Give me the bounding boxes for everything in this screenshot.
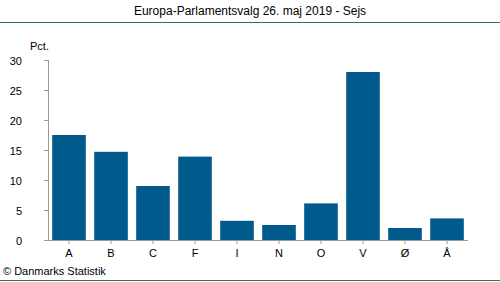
bars: [52, 72, 464, 240]
x-tick-label: N: [275, 247, 283, 259]
bar: [178, 157, 212, 240]
bar: [262, 225, 296, 240]
bar: [388, 228, 422, 240]
y-tick-label: 20: [10, 115, 22, 127]
x-tick-label: Å: [443, 247, 451, 259]
y-label: Pct.: [30, 40, 49, 52]
x-tick: [363, 240, 364, 244]
x-tick: [111, 240, 112, 244]
x-tick-label: Ø: [401, 247, 410, 259]
x-tick: [195, 240, 196, 244]
x-tick-label: B: [107, 247, 114, 259]
y-tick-label: 30: [10, 55, 22, 67]
y-tick: [44, 120, 48, 121]
bar: [220, 221, 254, 240]
y-tick: [44, 150, 48, 151]
x-tick: [69, 240, 70, 244]
bar: [304, 203, 338, 240]
x-tick: [279, 240, 280, 244]
y-tick-label: 5: [16, 205, 22, 217]
y-tick: [44, 60, 48, 61]
x-tick: [237, 240, 238, 244]
bar: [136, 186, 170, 240]
top-rule: [0, 22, 500, 23]
x-tick-label: A: [65, 247, 73, 259]
x-tick: [153, 240, 154, 244]
bar: [52, 135, 86, 240]
y-axis: [48, 60, 49, 240]
source: © Danmarks Statistik: [3, 265, 106, 277]
bottom-rule: [0, 280, 500, 281]
bar: [346, 72, 380, 240]
y-tick: [44, 240, 48, 241]
x-tick: [321, 240, 322, 244]
y-tick: [44, 90, 48, 91]
bar: [430, 218, 464, 240]
x-tick-label: V: [359, 247, 367, 259]
x-tick-label: O: [317, 247, 326, 259]
title: Europa-Parlamentsvalg 26. maj 2019 - Sej…: [134, 4, 366, 18]
y-tick-label: 0: [16, 235, 22, 247]
y-tick-label: 15: [10, 145, 22, 157]
y-tick: [44, 180, 48, 181]
y-tick: [44, 210, 48, 211]
x-tick-label: C: [149, 247, 157, 259]
y-tick-label: 10: [10, 175, 22, 187]
x-tick-label: I: [235, 247, 238, 259]
x-tick: [447, 240, 448, 244]
y-tick-label: 25: [10, 85, 22, 97]
x-tick-label: F: [192, 247, 199, 259]
x-tick: [405, 240, 406, 244]
bar: [94, 152, 128, 240]
